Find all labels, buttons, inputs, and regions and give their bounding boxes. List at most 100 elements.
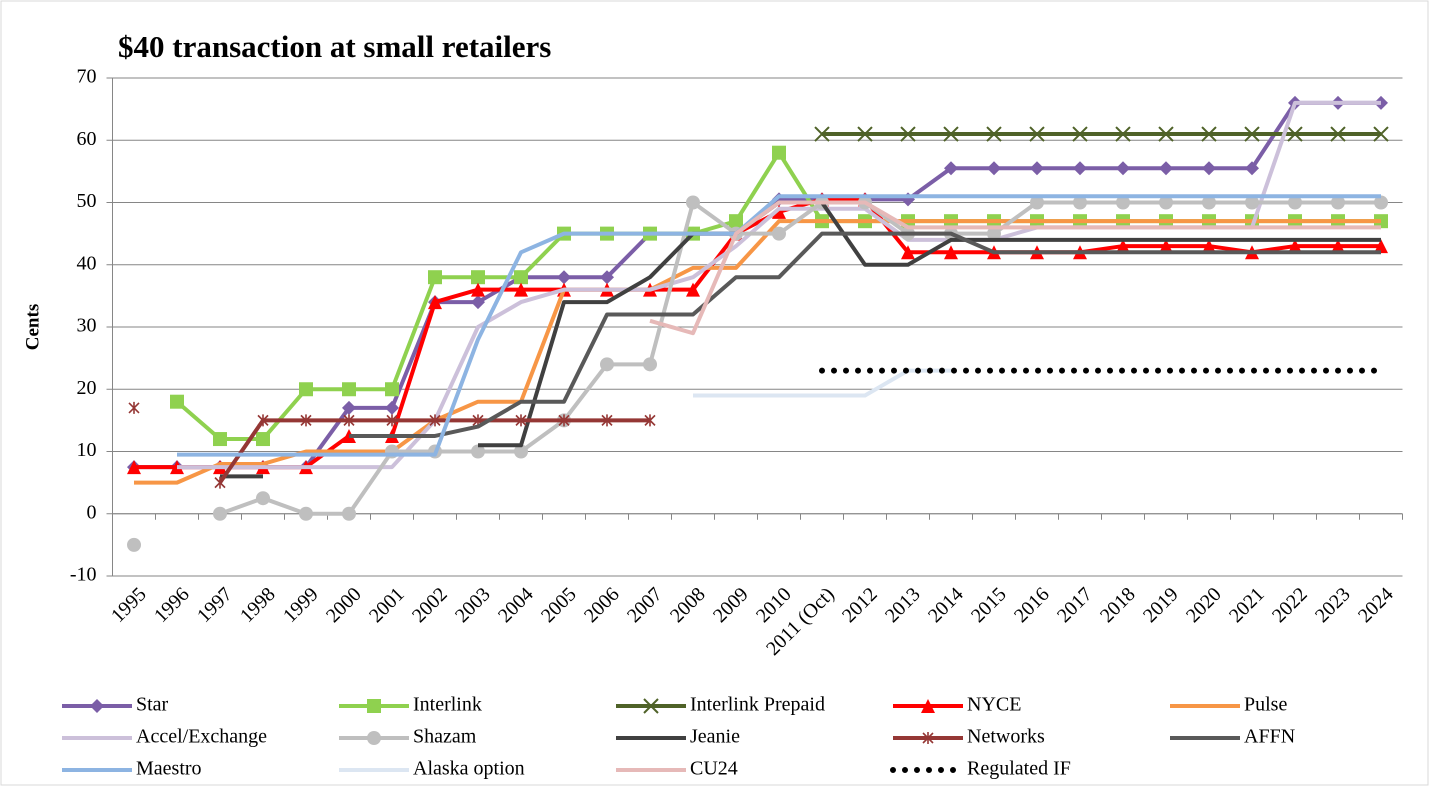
y-tick-label: 40 [77,252,97,274]
marker [471,295,485,310]
y-axis-label: Cents [22,304,43,350]
marker [922,732,934,744]
marker [299,382,313,397]
y-tick-label: -10 [70,564,97,586]
marker [986,126,1002,142]
marker [1245,195,1259,210]
marker [601,414,613,427]
legend-label: Star [136,694,169,716]
marker [814,126,830,142]
marker [987,161,1001,176]
marker [643,357,657,372]
series-line [177,194,1381,457]
marker [300,414,312,427]
marker [1115,126,1131,142]
marker [256,491,270,506]
legend-label: NYCE [967,694,1021,716]
marker [514,282,528,297]
marker [471,444,485,459]
marker [471,270,485,285]
y-tick-label: 20 [77,377,97,399]
marker [1072,126,1088,142]
marker [1030,161,1044,176]
marker [385,400,399,415]
marker [558,414,570,427]
marker [386,414,398,427]
chart-title: $40 transaction at small retailers [118,29,551,64]
marker [127,460,141,475]
marker [643,698,659,714]
marker [428,270,442,285]
marker [342,400,356,415]
marker [257,414,269,427]
legend-label: Regulated IF [967,758,1071,780]
series-line [219,200,1381,516]
legend-label: Shazam [413,726,477,748]
marker [343,414,355,427]
marker [1029,126,1045,142]
marker [127,537,141,552]
series-line [134,219,1381,485]
marker [901,245,915,260]
marker [514,270,528,285]
marker [214,476,226,489]
marker [944,161,958,176]
marker [772,145,786,160]
legend-label: CU24 [690,758,738,780]
marker [515,414,527,427]
marker [213,432,227,447]
marker [1288,239,1302,254]
marker [1245,161,1259,176]
marker [367,731,381,745]
y-tick-label: 0 [87,501,97,523]
marker [1201,126,1217,142]
marker [342,506,356,521]
y-tick-label: 50 [77,190,97,212]
marker [1073,161,1087,176]
y-tick-label: 10 [77,439,97,461]
marker [686,195,700,210]
marker [1373,126,1389,142]
legend-label: Pulse [1244,694,1287,716]
marker [1116,195,1130,210]
legend-label: Accel/Exchange [136,726,267,748]
marker [1159,239,1173,254]
marker [729,214,743,229]
marker [299,506,313,521]
marker [1202,195,1216,210]
marker [987,226,1001,241]
marker [213,506,227,521]
marker [1073,195,1087,210]
marker [943,126,959,142]
marker [557,270,571,285]
legend-label: Networks [967,726,1045,748]
marker [1202,239,1216,254]
marker [857,126,873,142]
marker [1202,161,1216,176]
marker [128,401,140,414]
legend-label: Maestro [136,758,202,780]
legend-label: AFFN [1244,726,1295,748]
series-line [649,200,1381,336]
marker [428,295,442,310]
legend-label: Interlink Prepaid [690,694,825,716]
marker [1374,239,1388,254]
y-tick-label: 30 [77,315,97,337]
marker [170,394,184,409]
marker [1159,195,1173,210]
marker [1331,195,1345,210]
marker [772,204,786,219]
marker [1374,195,1388,210]
marker [1159,161,1173,176]
legend-label: Alaska option [413,758,525,780]
marker [342,382,356,397]
marker [921,699,935,713]
marker [1158,126,1174,142]
marker [600,270,614,285]
marker [1116,161,1130,176]
marker [1116,239,1130,254]
series-line [220,200,1381,479]
series-line [349,231,1381,438]
marker [1287,126,1303,142]
